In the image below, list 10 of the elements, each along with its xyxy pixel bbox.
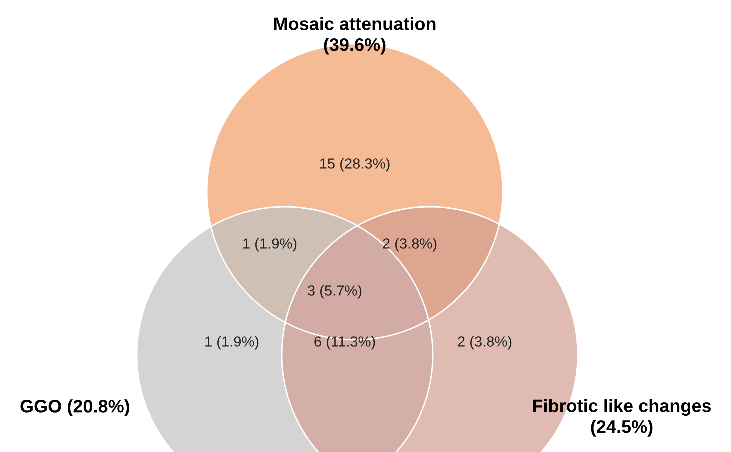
text: GGO (20.8%)	[20, 400, 130, 416]
data-label: 3 (5.7%)	[308, 285, 362, 299]
data-label: 2 (3.8%)	[458, 336, 512, 350]
text: Fibrotic like changes (24.5%)	[533, 399, 712, 437]
data-label: 6 (11.3%)	[314, 336, 376, 350]
data-label: 2 (3.8%)	[383, 238, 437, 252]
data-label: 1 (1.9%)	[206, 336, 259, 350]
data-label: 15 (28.3%)	[320, 158, 390, 172]
text: Mosaic attenuation (39.6%)	[274, 17, 436, 55]
data-label: 1 (1.9%)	[244, 238, 297, 252]
